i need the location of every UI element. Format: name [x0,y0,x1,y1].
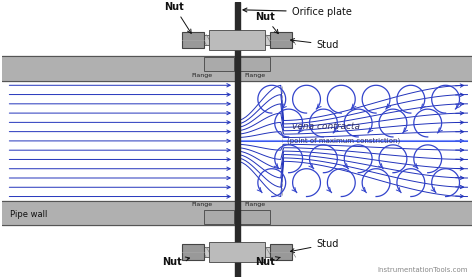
Bar [209,242,265,262]
Text: Nut: Nut [164,2,191,33]
Text: Nut: Nut [255,257,280,267]
Text: Nut: Nut [255,12,278,34]
Text: Stud: Stud [291,39,339,50]
Bar [182,35,292,45]
Text: vena contracta: vena contracta [292,122,360,131]
Text: InstrumentationTools.com: InstrumentationTools.com [377,267,467,273]
Bar [270,32,292,48]
Bar [182,32,204,48]
Text: Flange: Flange [191,201,213,207]
Text: Orifice plate: Orifice plate [243,7,352,17]
Text: Pipe wall: Pipe wall [9,211,47,219]
Text: Flange: Flange [244,73,265,78]
Text: (point of maximum constriction): (point of maximum constriction) [287,138,400,144]
Bar [182,247,292,257]
Bar [209,30,265,50]
Text: Nut: Nut [163,257,190,267]
Bar [235,2,240,277]
Bar [240,211,270,224]
Bar [204,57,234,71]
Bar [270,244,292,260]
Bar [1,57,473,81]
Bar [1,201,473,225]
Bar [182,244,204,260]
Bar [204,211,234,224]
Bar [240,57,270,71]
Text: Stud: Stud [291,239,339,253]
Text: Flange: Flange [191,73,213,78]
Text: Flange: Flange [244,201,265,207]
